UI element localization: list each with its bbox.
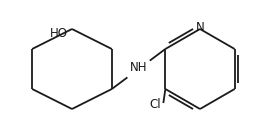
Text: HO: HO [50, 27, 68, 40]
Text: Cl: Cl [150, 98, 161, 111]
Text: N: N [196, 21, 204, 34]
Text: NH: NH [130, 61, 147, 74]
